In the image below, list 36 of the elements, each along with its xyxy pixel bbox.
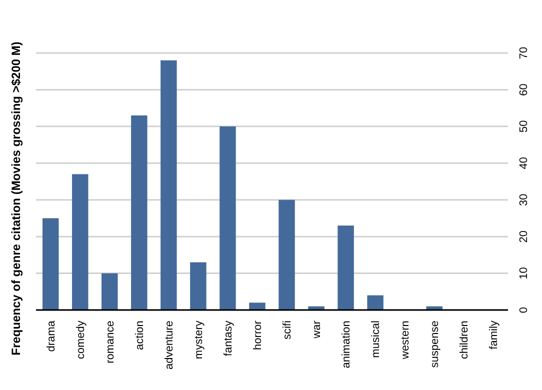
- bar: [131, 115, 148, 310]
- y-tick-label: 60: [518, 84, 530, 96]
- x-tick-label: animation: [340, 320, 353, 368]
- x-tick-label: family: [488, 320, 500, 350]
- bar: [160, 60, 177, 310]
- bar: [367, 295, 384, 310]
- y-axis-title: Frequency of genre citation (Movies grossing >$200 M): [9, 42, 23, 356]
- y-tick-label: 30: [518, 194, 530, 206]
- x-tick-label: children: [458, 320, 471, 360]
- x-tick-label: horror: [252, 320, 264, 350]
- bar: [72, 174, 88, 310]
- x-tick-label: comedy: [74, 320, 87, 360]
- y-tick-label: 50: [518, 120, 530, 133]
- y-tick-label: 0: [518, 306, 530, 314]
- bar: [190, 262, 206, 310]
- x-tick-label: action: [134, 320, 146, 350]
- y-tick-label: 70: [518, 46, 530, 60]
- bar: [278, 200, 295, 310]
- x-tick-label: scifi: [282, 320, 294, 340]
- x-tick-label: drama: [45, 320, 58, 352]
- x-tick-label: suspense: [429, 320, 442, 368]
- x-tick-label: musical: [370, 320, 382, 358]
- x-tick-label: mystery: [193, 320, 206, 360]
- x-tick-label: adventure: [164, 320, 176, 370]
- bar: [42, 218, 59, 310]
- x-tick-label: fantasy: [222, 320, 235, 356]
- x-tick-label: western: [400, 320, 412, 360]
- bar: [220, 126, 236, 310]
- y-tick-label: 10: [518, 267, 530, 280]
- x-tick-label: war: [311, 320, 324, 340]
- y-tick-label: 40: [518, 157, 530, 170]
- x-tick-label: romance: [104, 320, 116, 364]
- bar: [338, 226, 354, 310]
- y-tick-label: 20: [518, 230, 530, 243]
- bar: [249, 302, 266, 310]
- bar: [102, 273, 118, 310]
